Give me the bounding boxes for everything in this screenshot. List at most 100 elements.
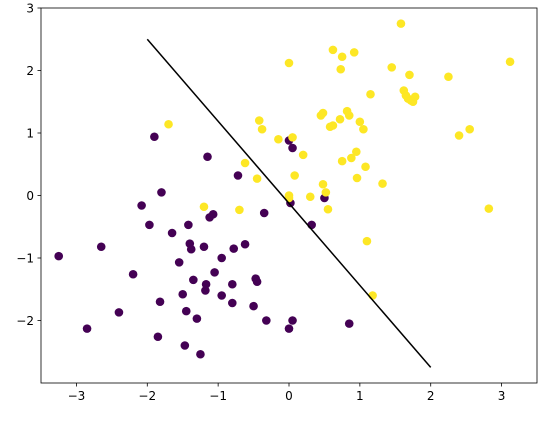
data-point-class_a-8	[153, 332, 163, 342]
data-point-class_a-33	[229, 244, 239, 253]
data-point-class_b-2	[235, 205, 244, 215]
data-point-class_a-24	[201, 279, 211, 289]
data-point-class_a-25	[203, 152, 212, 162]
data-point-class_b-24	[344, 111, 354, 120]
data-point-class_a-18	[186, 244, 196, 254]
data-point-class_b-49	[505, 57, 515, 67]
x-tick-label: −3	[68, 389, 86, 403]
data-point-class_a-45	[288, 143, 297, 153]
data-point-class_b-21	[337, 52, 347, 62]
data-point-class_a-1	[82, 324, 92, 333]
data-point-class_b-16	[323, 204, 333, 214]
data-point-class_a-30	[217, 291, 226, 300]
x-tick-label: 1	[356, 389, 364, 403]
data-point-class_b-11	[290, 171, 299, 180]
data-point-class_a-36	[249, 301, 258, 311]
x-tick-label: 2	[427, 389, 435, 403]
y-axis-ticks: −2 −1 0 1 2 3	[16, 1, 41, 328]
data-point-class_b-32	[362, 236, 372, 246]
data-point-class_b-14	[318, 179, 328, 189]
data-point-class_b-47	[465, 124, 474, 134]
data-point-class_a-22	[199, 242, 209, 252]
data-point-class_b-44	[410, 92, 420, 102]
y-tick-label: 2	[26, 64, 34, 78]
decision-boundary-layer	[146, 38, 432, 368]
y-tick-label: 3	[26, 1, 34, 15]
data-point-class_a-23	[201, 286, 210, 295]
data-point-class_a-14	[180, 341, 190, 350]
data-point-class_b-7	[274, 134, 283, 144]
data-point-class_b-8	[284, 58, 294, 68]
data-point-class_a-7	[150, 132, 159, 142]
data-point-class_b-45	[444, 72, 453, 82]
data-point-class_b-1	[199, 202, 209, 212]
data-point-class_b-36	[387, 63, 397, 72]
data-point-class_b-25	[347, 153, 356, 163]
data-point-class_b-51	[328, 121, 338, 130]
data-point-class_b-0	[164, 119, 173, 129]
data-point-class_a-2	[96, 242, 106, 252]
data-point-class_a-21	[196, 349, 205, 359]
data-point-class_b-46	[454, 131, 464, 140]
data-point-class_b-19	[335, 114, 345, 124]
decision-boundary-line	[146, 38, 432, 368]
data-point-class_a-40	[262, 316, 271, 325]
y-tick-label: −1	[16, 251, 34, 265]
x-tick-label: −2	[138, 389, 156, 403]
data-point-class_b-37	[396, 19, 406, 28]
data-point-class_a-19	[189, 275, 198, 285]
data-point-class_a-16	[184, 220, 193, 230]
data-point-class_b-15	[321, 188, 331, 197]
data-point-class_b-6	[257, 124, 267, 134]
data-point-class_b-22	[337, 156, 347, 166]
data-point-class_a-9	[155, 297, 165, 307]
data-point-class_a-11	[167, 228, 177, 238]
data-point-class_b-12	[298, 150, 308, 160]
data-point-class_b-13	[305, 192, 315, 202]
data-point-class_a-39	[259, 208, 269, 218]
data-point-class_a-10	[157, 188, 166, 197]
x-tick-label: −1	[209, 389, 227, 403]
data-point-class_b-41	[405, 70, 414, 80]
data-point-class_a-13	[178, 289, 188, 299]
data-point-class_a-38	[252, 277, 262, 287]
data-point-class_a-3	[114, 308, 124, 317]
data-point-class_b-3	[240, 158, 250, 168]
y-tick-label: 0	[26, 189, 34, 203]
data-point-class_b-30	[359, 124, 368, 134]
data-point-class_a-6	[145, 220, 154, 230]
data-point-class_a-31	[228, 298, 237, 308]
x-axis-ticks: −3 −2 −1 0 1 2 3	[68, 383, 506, 403]
data-points	[54, 19, 515, 359]
data-point-class_a-46	[307, 220, 316, 230]
data-point-class_b-33	[366, 89, 375, 99]
data-point-class_b-4	[252, 174, 262, 183]
y-tick-label: 1	[26, 126, 34, 140]
data-point-class_b-20	[336, 64, 346, 74]
y-tick-label: −2	[16, 314, 34, 328]
data-point-class_a-32	[228, 279, 237, 289]
data-point-class_b-5	[254, 116, 264, 125]
data-point-class_b-48	[484, 204, 494, 213]
x-tick-label: 3	[498, 389, 506, 403]
data-point-class_a-12	[174, 258, 184, 267]
data-point-class_b-31	[361, 162, 370, 172]
x-tick-label: 0	[285, 389, 293, 403]
data-point-class_a-5	[137, 201, 146, 210]
data-point-class_b-29	[355, 117, 365, 127]
data-point-class_a-42	[284, 324, 294, 333]
data-point-class_a-48	[344, 319, 354, 328]
data-point-class_b-18	[328, 45, 338, 55]
data-point-class_a-4	[128, 269, 138, 279]
data-point-class_b-27	[352, 147, 361, 157]
data-point-class_a-34	[233, 171, 243, 180]
data-point-class_b-53	[284, 191, 294, 200]
data-point-class_a-29	[217, 253, 226, 263]
data-point-class_b-35	[378, 179, 387, 188]
data-point-class_a-15	[181, 306, 191, 316]
data-point-class_a-44	[288, 316, 297, 325]
data-point-class_b-26	[349, 48, 359, 57]
data-point-class_a-20	[192, 314, 202, 323]
